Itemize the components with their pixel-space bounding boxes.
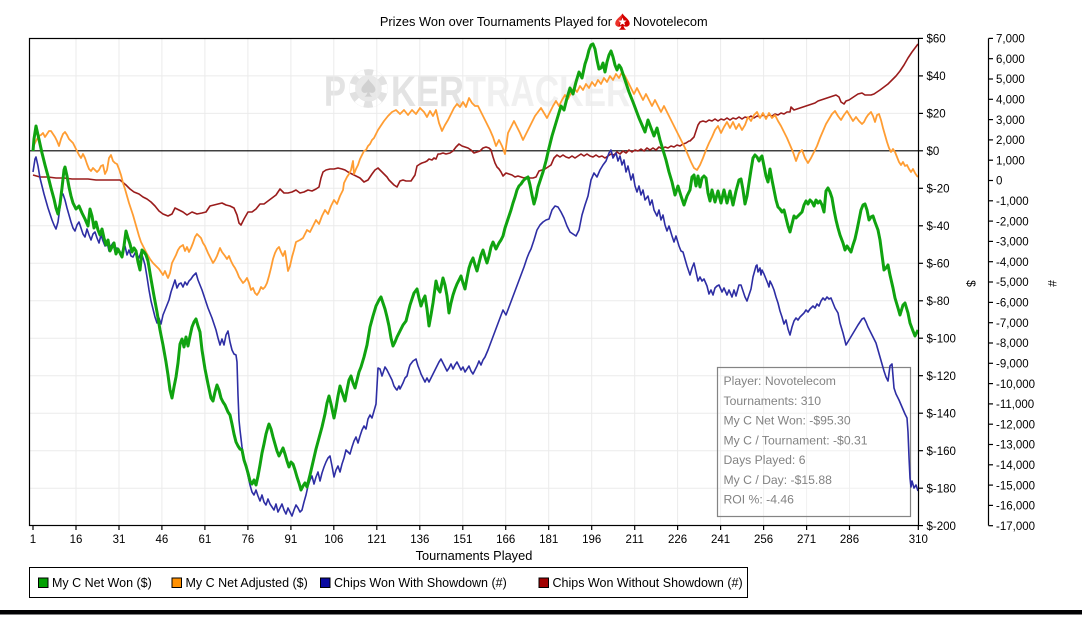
svg-text:$: $: [964, 280, 978, 287]
svg-text:$0: $0: [927, 146, 940, 158]
svg-text:196: 196: [582, 534, 601, 546]
svg-text:$-140: $-140: [927, 408, 956, 420]
svg-text:46: 46: [156, 534, 169, 546]
svg-text:6,000: 6,000: [996, 54, 1025, 66]
svg-text:286: 286: [840, 534, 859, 546]
svg-text:#: #: [1045, 280, 1059, 287]
svg-text:151: 151: [453, 534, 472, 546]
svg-text:136: 136: [410, 534, 429, 546]
svg-text:256: 256: [754, 534, 773, 546]
svg-text:$40: $40: [927, 71, 946, 83]
svg-text:$-160: $-160: [927, 446, 956, 458]
svg-text:$-120: $-120: [927, 371, 956, 383]
svg-text:$-180: $-180: [927, 483, 956, 495]
svg-text:-11,000: -11,000: [996, 399, 1034, 411]
svg-text:-1,000: -1,000: [996, 196, 1029, 208]
svg-text:7,000: 7,000: [996, 34, 1025, 46]
svg-text:2,000: 2,000: [996, 135, 1025, 147]
svg-text:91: 91: [285, 534, 298, 546]
svg-text:310: 310: [909, 534, 928, 546]
svg-text:16: 16: [70, 534, 83, 546]
svg-text:Prizes Won over Tournaments Pl: Prizes Won over Tournaments Played for: [380, 14, 613, 29]
svg-text:-8,000: -8,000: [996, 338, 1029, 350]
svg-text:-3,000: -3,000: [996, 237, 1029, 249]
svg-text:-13,000: -13,000: [996, 440, 1035, 452]
svg-text:241: 241: [711, 534, 730, 546]
svg-text:0: 0: [996, 176, 1002, 188]
svg-text:TRACKER: TRACKER: [465, 68, 630, 116]
svg-text:4,000: 4,000: [996, 95, 1025, 107]
svg-text:$-80: $-80: [927, 296, 950, 308]
svg-text:My C Net Won ($): My C Net Won ($): [52, 576, 152, 590]
svg-text:-10,000: -10,000: [996, 379, 1035, 391]
svg-text:226: 226: [668, 534, 687, 546]
svg-text:$-40: $-40: [927, 221, 950, 233]
svg-text:My C / Tournament: -$0.31: My C / Tournament: -$0.31: [724, 434, 868, 448]
svg-text:Tournaments Played: Tournaments Played: [416, 548, 533, 563]
svg-text:Chips Won With Showdown (#): Chips Won With Showdown (#): [334, 576, 507, 590]
svg-text:-5,000: -5,000: [996, 277, 1029, 289]
svg-text:ROI %: -4.46: ROI %: -4.46: [724, 493, 795, 507]
svg-text:$60: $60: [927, 34, 946, 46]
svg-text:31: 31: [113, 534, 126, 546]
svg-text:P: P: [324, 68, 346, 116]
svg-text:271: 271: [797, 534, 816, 546]
svg-text:-17,000: -17,000: [996, 521, 1035, 533]
svg-text:Tournaments: 310: Tournaments: 310: [724, 394, 822, 408]
svg-text:3,000: 3,000: [996, 115, 1025, 127]
svg-text:-2,000: -2,000: [996, 216, 1029, 228]
svg-text:76: 76: [242, 534, 255, 546]
svg-text:-9,000: -9,000: [996, 359, 1029, 371]
svg-text:-15,000: -15,000: [996, 480, 1035, 492]
svg-text:-16,000: -16,000: [996, 501, 1035, 513]
svg-text:121: 121: [367, 534, 386, 546]
svg-text:$-100: $-100: [927, 333, 956, 345]
svg-text:5,000: 5,000: [996, 74, 1025, 86]
svg-text:Days Played: 6: Days Played: 6: [724, 453, 806, 467]
svg-text:-7,000: -7,000: [996, 318, 1029, 330]
svg-text:-14,000: -14,000: [996, 460, 1035, 472]
svg-text:181: 181: [539, 534, 558, 546]
svg-text:-6,000: -6,000: [996, 298, 1029, 310]
svg-text:My C Net Won: -$95.30: My C Net Won: -$95.30: [724, 414, 851, 428]
svg-text:211: 211: [626, 534, 644, 546]
svg-text:Chips Won Without Showdown (#): Chips Won Without Showdown (#): [553, 576, 743, 590]
svg-text:Novotelecom: Novotelecom: [633, 14, 708, 29]
svg-text:61: 61: [199, 534, 212, 546]
svg-text:106: 106: [324, 534, 343, 546]
svg-text:166: 166: [496, 534, 515, 546]
svg-text:-4,000: -4,000: [996, 257, 1029, 269]
svg-text:1: 1: [30, 534, 36, 546]
svg-text:My C / Day: -$15.88: My C / Day: -$15.88: [724, 473, 833, 487]
svg-text:1,000: 1,000: [996, 155, 1025, 167]
svg-text:$-60: $-60: [927, 259, 950, 271]
svg-text:-12,000: -12,000: [996, 419, 1035, 431]
svg-text:$20: $20: [927, 109, 946, 121]
svg-text:Player: Novotelecom: Player: Novotelecom: [724, 374, 836, 388]
svg-text:My C Net Adjusted ($): My C Net Adjusted ($): [186, 576, 308, 590]
svg-text:$-20: $-20: [927, 184, 950, 196]
svg-text:$-200: $-200: [927, 521, 956, 533]
